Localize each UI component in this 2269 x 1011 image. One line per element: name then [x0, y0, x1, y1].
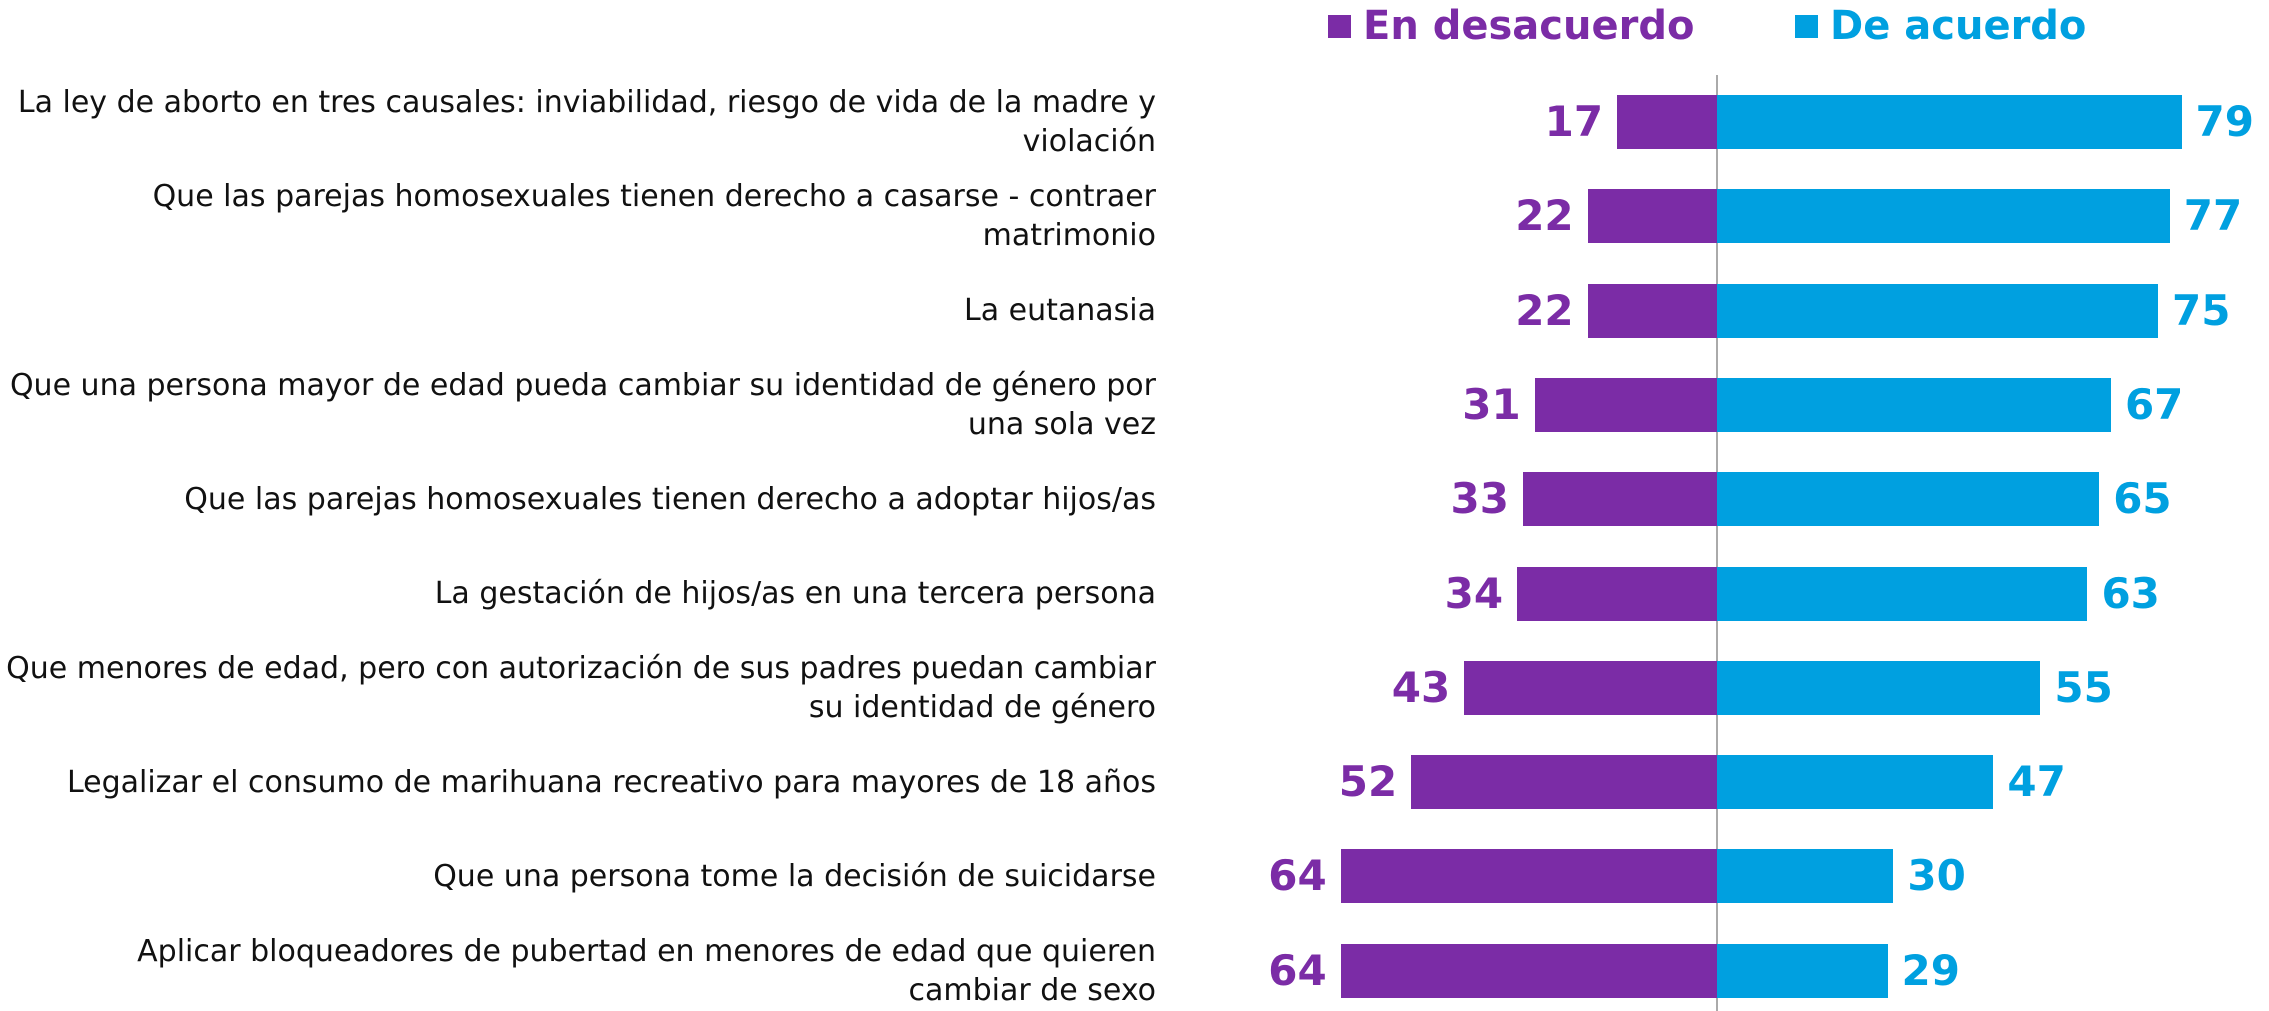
- value-label: 79: [2195, 97, 2254, 146]
- category-label: Que las parejas homosexuales tienen dere…: [152, 179, 1156, 254]
- bar: [1717, 943, 1888, 998]
- value-label: 47: [2007, 757, 2066, 807]
- value-label: 55: [2054, 662, 2113, 712]
- category-label: Aplicar bloqueadores de pubertad en meno…: [137, 933, 1156, 1008]
- legend-label: En desacuerdo: [1363, 3, 1695, 49]
- bar: [1587, 189, 1717, 244]
- value-label: 63: [2101, 568, 2160, 618]
- bar: [1340, 943, 1717, 998]
- category-label: Legalizar el consumo de marihuana recrea…: [66, 764, 1156, 800]
- bar: [1717, 566, 2088, 621]
- value-label: 22: [1515, 285, 1574, 335]
- bar: [1717, 95, 2182, 149]
- value-label: 22: [1515, 191, 1574, 241]
- bar: [1522, 472, 1717, 527]
- value-label: 77: [2183, 191, 2243, 241]
- category-label: La ley de aborto en tres causales: invia…: [17, 85, 1156, 159]
- legend-swatch: [1795, 15, 1818, 38]
- category-label: Que las parejas homosexuales tienen dere…: [184, 481, 1156, 517]
- value-label: 64: [1268, 945, 1327, 995]
- value-label: 75: [2172, 285, 2231, 335]
- bar: [1717, 283, 2158, 338]
- zero-line: [1716, 75, 1718, 1011]
- category-label: La gestación de hijos/as en una tercera …: [434, 576, 1156, 611]
- value-label: 65: [2113, 474, 2172, 524]
- bar: [1717, 189, 2170, 244]
- value-label: 33: [1450, 474, 1509, 524]
- value-label: 43: [1391, 662, 1451, 712]
- category-label: Que una persona tome la decisión de suic…: [433, 858, 1156, 894]
- value-label: 52: [1338, 757, 1398, 807]
- bar: [1717, 660, 2041, 715]
- category-label: La eutanasia: [964, 293, 1156, 329]
- value-label: 31: [1462, 379, 1521, 429]
- category-label: Que menores de edad, pero con autorizaci…: [6, 650, 1156, 725]
- value-label: 17: [1544, 97, 1604, 146]
- bar: [1617, 95, 1717, 149]
- legend-label: De acuerdo: [1830, 3, 2087, 49]
- value-label: 30: [1907, 851, 1966, 901]
- bar: [1411, 755, 1717, 810]
- bar: [1717, 377, 2111, 432]
- bar: [1534, 377, 1717, 432]
- value-label: 67: [2124, 379, 2184, 429]
- bar: [1717, 472, 2100, 527]
- bar: [1340, 849, 1717, 904]
- bar: [1587, 283, 1717, 338]
- value-label: 34: [1444, 568, 1504, 618]
- category-label: Que una persona mayor de edad pueda camb…: [9, 367, 1156, 442]
- bar: [1717, 849, 1894, 904]
- bar: [1517, 566, 1717, 621]
- bar: [1464, 660, 1717, 715]
- value-label: 64: [1268, 851, 1327, 901]
- bar: [1717, 755, 1994, 810]
- legend-swatch: [1328, 15, 1351, 38]
- value-label: 29: [1901, 945, 1960, 995]
